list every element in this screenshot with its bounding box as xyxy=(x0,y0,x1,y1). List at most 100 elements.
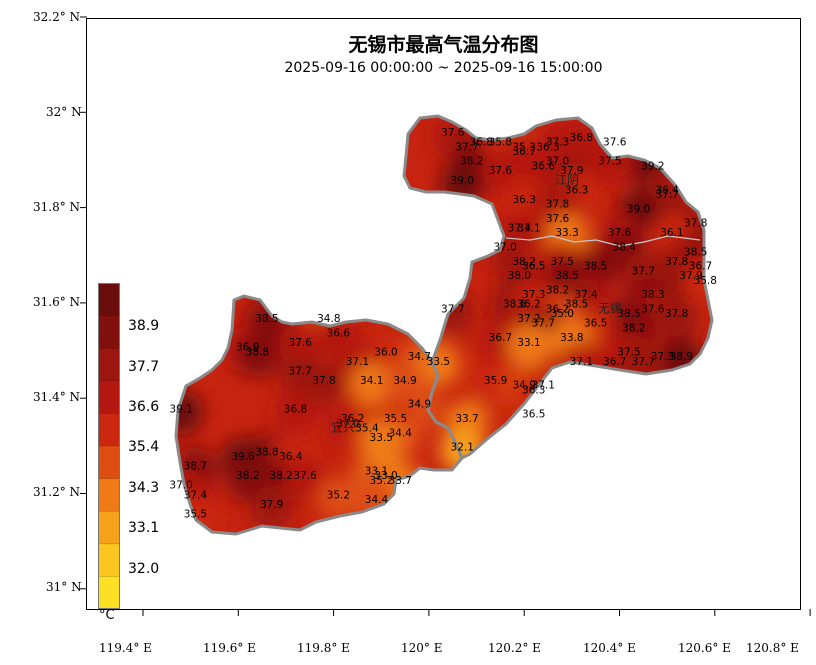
lon-tick-label: 120° E xyxy=(401,641,443,655)
station-value: 37.6 xyxy=(293,470,317,482)
map-title: 无锡市最高气温分布图 xyxy=(348,34,539,56)
station-value: 36.8 xyxy=(284,403,307,415)
station-value: 38.4 xyxy=(613,241,637,253)
lat-tick-label: 31.6° N xyxy=(33,295,81,309)
station-value: 37.4 xyxy=(184,489,208,501)
lat-tick-label: 31.8° N xyxy=(33,200,81,214)
station-value: 37.1 xyxy=(532,380,555,392)
legend-swatch xyxy=(98,315,120,349)
station-value: 36.4 xyxy=(279,451,303,463)
legend-swatch xyxy=(98,283,120,317)
station-value: 34.1 xyxy=(360,375,383,387)
station-value: 37.9 xyxy=(260,499,283,511)
station-value: 37.8 xyxy=(684,218,707,230)
station-value: 35.8 xyxy=(694,275,717,287)
station-value: 33.1 xyxy=(517,337,540,349)
station-value: 33.7 xyxy=(389,475,412,487)
field-blob xyxy=(249,485,294,530)
station-value: 35.0 xyxy=(551,308,574,320)
lat-tick-label: 31.2° N xyxy=(33,485,81,499)
legend-colorbar xyxy=(98,283,120,609)
legend-label: 38.9 xyxy=(128,318,160,334)
station-value: 36.7 xyxy=(513,146,536,158)
station-value: 37.9 xyxy=(679,270,702,282)
station-value: 35.3 xyxy=(513,141,536,153)
station-value: 38.2 xyxy=(546,284,569,296)
station-value: 37.4 xyxy=(508,222,532,234)
map-subtitle: 2025-09-16 00:00:00 ~ 2025-09-16 15:00:0… xyxy=(284,60,603,76)
station-value: 36.6 xyxy=(327,327,351,339)
legend-swatch xyxy=(98,576,120,609)
lon-tick-label: 119.6° E xyxy=(203,641,256,655)
field-blob xyxy=(316,476,361,521)
field-blob xyxy=(302,361,347,406)
station-value: 38.2 xyxy=(513,256,536,268)
legend-swatch xyxy=(98,348,120,382)
legend-swatch xyxy=(98,380,120,414)
station-value: 37.7 xyxy=(289,365,312,377)
field-blob xyxy=(176,390,204,435)
station-value: 37.0 xyxy=(336,418,359,430)
station-value: 37.3 xyxy=(651,351,674,363)
station-value: 38.5 xyxy=(617,308,640,320)
legend-swatch xyxy=(98,511,120,545)
station-value: 39.0 xyxy=(451,175,474,187)
station-value: 37.7 xyxy=(632,356,655,368)
lon-tick-label: 120.8° E xyxy=(746,641,799,655)
station-value: 38.5 xyxy=(584,261,607,273)
axis-ticks xyxy=(80,16,811,616)
lon-tick-label: 120.2° E xyxy=(488,641,541,655)
station-value: 35.2 xyxy=(370,475,393,487)
station-value: 37.6 xyxy=(289,337,313,349)
station-value: 35.5 xyxy=(384,413,407,425)
field-blob xyxy=(235,333,280,378)
station-value: 38.8 xyxy=(255,446,278,458)
map-frame xyxy=(86,18,801,610)
station-value: 37.9 xyxy=(560,165,583,177)
station-value: 35.5 xyxy=(184,508,207,520)
lon-tick-label: 120.4° E xyxy=(583,641,636,655)
field-blob xyxy=(654,295,699,340)
station-value: 35.4 xyxy=(355,423,379,435)
station-value: 36.4 xyxy=(655,184,679,196)
station-value: 37.0 xyxy=(169,480,192,492)
station-value: 36.5 xyxy=(522,408,545,420)
station-value: 39.2 xyxy=(641,160,664,172)
legend-label: 32.0 xyxy=(128,561,160,577)
station-value: 39.1 xyxy=(169,403,192,415)
city-label: 宜兴 xyxy=(331,420,355,435)
station-value: 37.7 xyxy=(655,189,678,201)
station-value: 37.0 xyxy=(546,156,569,168)
lat-tick-label: 32.2° N xyxy=(33,10,81,24)
station-value: 36.2 xyxy=(546,303,569,315)
station-value: 36.3 xyxy=(522,384,545,396)
station-value: 36.7 xyxy=(689,261,712,273)
station-value: 37.6 xyxy=(608,227,632,239)
station-value: 38.5 xyxy=(684,246,707,258)
legend-label: 34.3 xyxy=(128,480,160,496)
station-value: 37.6 xyxy=(441,127,465,139)
field-blob xyxy=(349,361,394,406)
station-value: 37.4 xyxy=(574,289,598,301)
station-value: 38.2 xyxy=(460,156,483,168)
station-value: 38.9 xyxy=(670,351,693,363)
station-value: 39.0 xyxy=(627,203,650,215)
station-value: 37.7 xyxy=(455,141,478,153)
station-value: 37.0 xyxy=(493,241,516,253)
station-value: 34.8 xyxy=(317,313,340,325)
station-value: 36.2 xyxy=(341,413,364,425)
station-value: 36.9 xyxy=(236,342,259,354)
legend-swatch xyxy=(98,478,120,512)
station-value: 38.6 xyxy=(503,299,527,311)
field-blob xyxy=(273,390,318,435)
station-value: 37.6 xyxy=(603,137,627,149)
station-value: 36.8 xyxy=(570,132,593,144)
legend-label: 37.7 xyxy=(128,359,160,375)
station-value: 34.9 xyxy=(513,380,536,392)
station-value: 37.1 xyxy=(517,222,540,234)
district-border xyxy=(402,114,714,460)
station-value: 37.7 xyxy=(632,265,655,277)
station-value: 39.6 xyxy=(231,451,255,463)
station-value: 37.5 xyxy=(551,256,574,268)
